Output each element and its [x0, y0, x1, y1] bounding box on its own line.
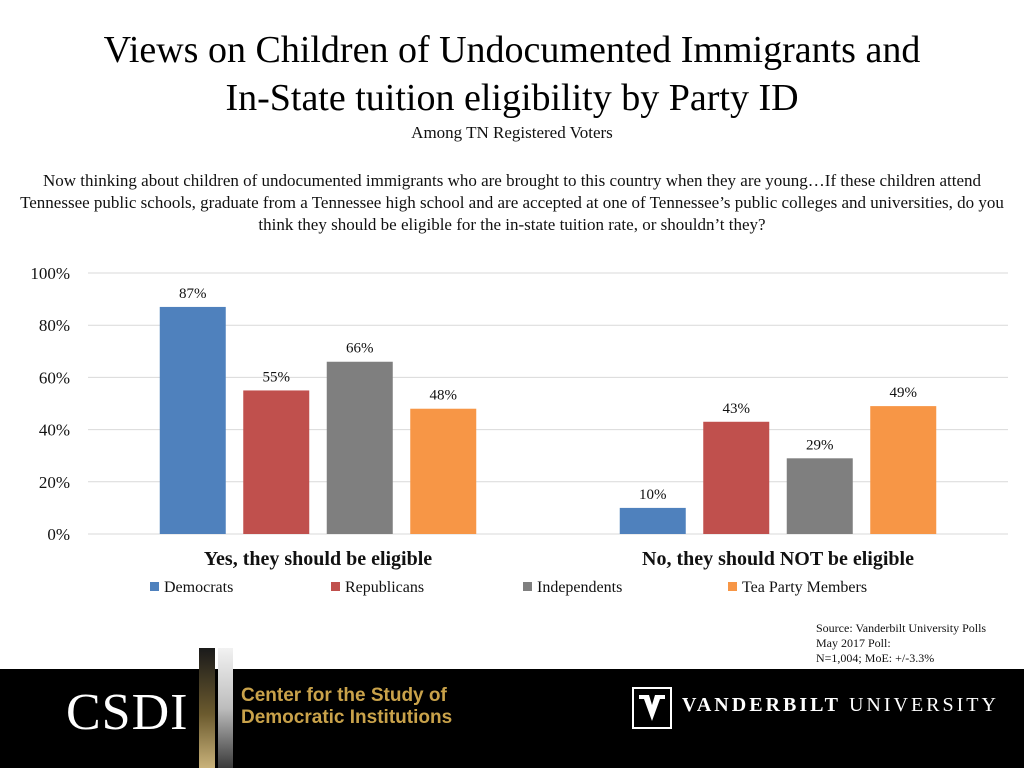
bar-republicans-yes: [243, 390, 310, 534]
silver-bar: [218, 648, 233, 768]
legend-label-republicans: Republicans: [345, 579, 425, 596]
legend-swatch-independents: [523, 582, 532, 591]
legend-item-republicans: Republicans: [331, 579, 424, 597]
center-name: Center for the Study of Democratic Insti…: [241, 685, 452, 729]
data-label: 49%: [890, 385, 918, 401]
logo-divider-bars: [199, 648, 235, 768]
data-label: 87%: [179, 286, 207, 302]
x-category-label: No, they should NOT be eligible: [642, 548, 914, 570]
vanderbilt-shield-icon: [632, 687, 672, 729]
survey-question: Now thinking about children of undocumen…: [20, 171, 1004, 234]
bar-democrats-yes: [159, 306, 226, 534]
center-name-line-1: Center for the Study of: [241, 685, 447, 706]
csdi-logo: CSDI: [66, 684, 189, 741]
legend-item-democrats: Democrats: [150, 579, 233, 597]
data-label: 55%: [263, 369, 291, 385]
bar-independents-yes: [326, 361, 393, 534]
data-label: 10%: [639, 487, 667, 503]
legend-label-tea-party: Tea Party Members: [742, 579, 868, 596]
chart-subtitle: Among TN Registered Voters: [411, 123, 613, 142]
x-category-label: Yes, they should be eligible: [204, 548, 432, 570]
vanderbilt-wordmark-regular: UNIVERSITY: [848, 694, 999, 716]
legend-swatch-democrats: [150, 582, 159, 591]
chart-legend: Democrats Republicans Independents Tea P…: [0, 579, 1024, 599]
data-label: 43%: [723, 401, 751, 417]
bar-tea-party-members-yes: [410, 408, 477, 534]
y-tick-label: 20%: [39, 473, 70, 492]
legend-label-independents: Independents: [537, 579, 623, 596]
bar-republicans-no: [703, 421, 770, 534]
legend-label-democrats: Democrats: [164, 579, 234, 596]
y-tick-label: 100%: [30, 264, 70, 283]
footer-banner: CSDI Center for the Study of Democratic …: [0, 648, 1024, 768]
bar-democrats-no: [619, 507, 686, 534]
center-name-line-2: Democratic Institutions: [241, 707, 453, 728]
legend-swatch-republicans: [331, 582, 340, 591]
legend-item-tea-party: Tea Party Members: [728, 579, 867, 597]
source-line-3: N=1,004; MoE: +/-3.3%: [816, 651, 935, 665]
y-tick-label: 80%: [39, 316, 70, 335]
title-line-1: Views on Children of Undocumented Immigr…: [103, 29, 921, 71]
source-note: Source: Vanderbilt University Polls May …: [816, 621, 986, 666]
gold-bar: [199, 648, 215, 768]
data-label: 29%: [806, 437, 834, 453]
bar-tea-party-members-no: [870, 406, 937, 534]
y-tick-label: 40%: [39, 421, 70, 440]
data-label: 48%: [430, 388, 458, 404]
bar-chart: 0% 20% 40% 60% 80% 100% 87% 55% 66% 48% Yes, they …: [30, 264, 1008, 570]
legend-swatch-tea-party: [728, 582, 737, 591]
vanderbilt-wordmark: VANDERBILT UNIVERSITY: [682, 694, 999, 717]
legend-item-independents: Independents: [523, 579, 622, 597]
title-line-2: In-State tuition eligibility by Party ID: [225, 77, 799, 119]
bar-independents-no: [786, 458, 853, 534]
y-tick-label: 0%: [47, 525, 70, 544]
data-label: 66%: [346, 341, 374, 357]
vanderbilt-wordmark-bold: VANDERBILT: [682, 694, 841, 716]
source-line-2: May 2017 Poll:: [816, 636, 891, 650]
chart-title: Views on Children of Undocumented Immigr…: [0, 26, 1024, 122]
y-tick-label: 60%: [39, 368, 70, 387]
source-line-1: Source: Vanderbilt University Polls: [816, 621, 987, 635]
